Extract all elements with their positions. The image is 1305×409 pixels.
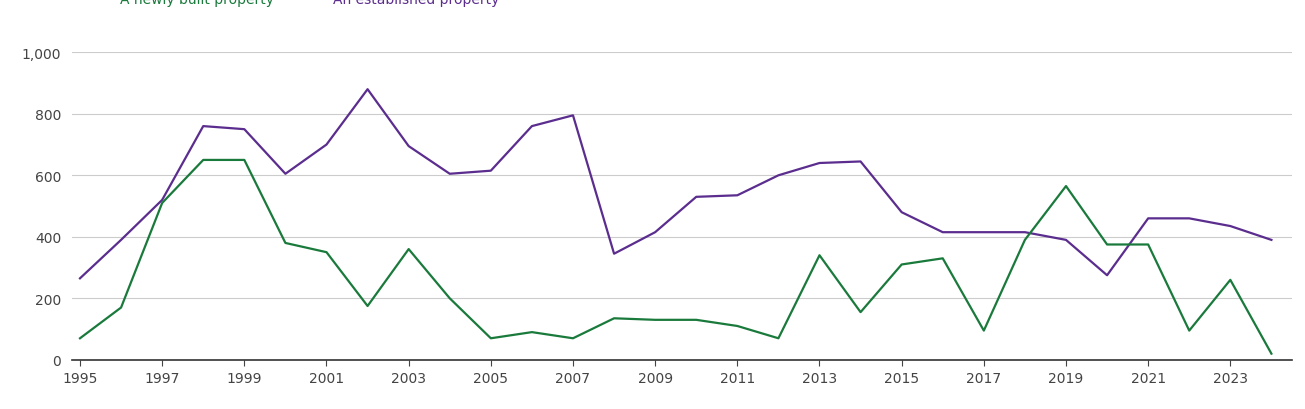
A newly built property [812, 253, 827, 258]
An established property [1223, 224, 1238, 229]
An established property [934, 230, 950, 235]
An established property [1058, 238, 1074, 243]
A newly built property [647, 317, 663, 322]
An established property [114, 238, 129, 243]
An established property [236, 128, 252, 133]
A newly built property [360, 304, 376, 309]
An established property [770, 173, 786, 178]
A newly built property [1058, 184, 1074, 189]
A newly built property [154, 201, 170, 206]
A newly built property [1223, 278, 1238, 283]
An established property [1141, 216, 1156, 221]
A newly built property [278, 241, 294, 246]
A newly built property [442, 296, 458, 301]
A newly built property [401, 247, 416, 252]
A newly built property [1099, 243, 1114, 247]
An established property [607, 252, 622, 256]
An established property [894, 210, 910, 215]
An established property [154, 198, 170, 203]
An established property [729, 193, 745, 198]
A newly built property [729, 324, 745, 329]
A newly built property [114, 305, 129, 310]
An established property [72, 276, 87, 281]
An established property [689, 195, 705, 200]
A newly built property [1181, 328, 1197, 333]
An established property [565, 114, 581, 119]
A newly built property [196, 158, 211, 163]
An established property [1181, 216, 1197, 221]
An established property [852, 160, 868, 164]
Line: An established property: An established property [80, 90, 1271, 279]
A newly built property [852, 310, 868, 315]
An established property [401, 144, 416, 149]
An established property [318, 143, 334, 148]
An established property [1099, 273, 1114, 278]
A newly built property [525, 330, 540, 335]
An established property [812, 161, 827, 166]
A newly built property [1263, 351, 1279, 356]
A newly built property [934, 256, 950, 261]
A newly built property [565, 336, 581, 341]
An established property [196, 124, 211, 129]
Legend: A newly built property, An established property: A newly built property, An established p… [78, 0, 499, 7]
A newly built property [607, 316, 622, 321]
A newly built property [318, 250, 334, 255]
An established property [1017, 230, 1032, 235]
A newly built property [689, 317, 705, 322]
A newly built property [894, 263, 910, 267]
A newly built property [770, 336, 786, 341]
A newly built property [236, 158, 252, 163]
A newly built property [483, 336, 499, 341]
A newly built property [976, 328, 992, 333]
An established property [360, 88, 376, 92]
An established property [976, 230, 992, 235]
An established property [525, 124, 540, 129]
Line: A newly built property: A newly built property [80, 160, 1271, 354]
A newly built property [72, 336, 87, 341]
An established property [647, 230, 663, 235]
A newly built property [1017, 238, 1032, 243]
An established property [483, 169, 499, 174]
An established property [442, 172, 458, 177]
An established property [1263, 238, 1279, 243]
A newly built property [1141, 243, 1156, 247]
An established property [278, 172, 294, 177]
